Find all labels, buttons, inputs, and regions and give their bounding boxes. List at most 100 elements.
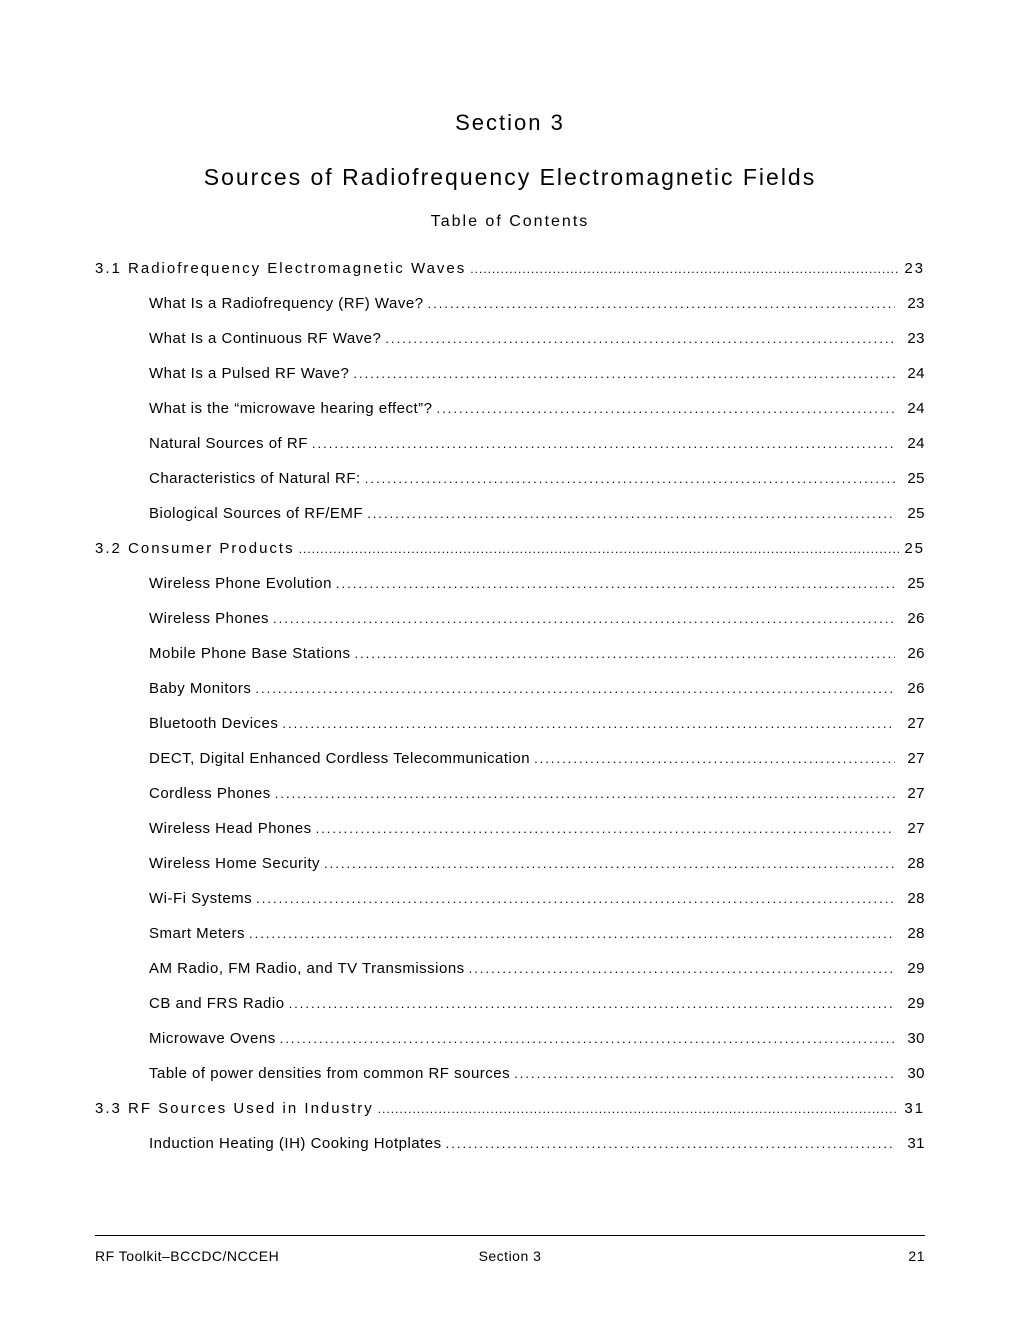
toc-entry-label: CB and FRS Radio xyxy=(149,994,285,1014)
toc-entry: Smart Meters 28 xyxy=(95,924,925,944)
table-of-contents: 3.1 Radiofrequency Electromagnetic Waves… xyxy=(95,259,925,1154)
toc-entry-label: Wireless Home Security xyxy=(149,854,320,874)
section-title: Sources of Radiofrequency Electromagneti… xyxy=(95,164,925,191)
toc-entry-label: Bluetooth Devices xyxy=(149,714,278,734)
toc-entry-label: Baby Monitors xyxy=(149,679,251,699)
toc-entry: 3.3 RF Sources Used in Industry 31 xyxy=(95,1099,925,1119)
toc-entry-page: 24 xyxy=(899,434,925,454)
toc-entry-page: 28 xyxy=(899,924,925,944)
toc-entry-label: 3.3 RF Sources Used in Industry xyxy=(95,1099,374,1119)
toc-leader xyxy=(312,434,895,454)
toc-entry-label: Microwave Ovens xyxy=(149,1029,276,1049)
toc-entry: Table of power densities from common RF … xyxy=(95,1064,925,1084)
toc-entry-page: 27 xyxy=(899,749,925,769)
toc-entry-page: 25 xyxy=(899,504,925,524)
toc-entry-label: What Is a Continuous RF Wave? xyxy=(149,329,381,349)
toc-entry: 3.2 Consumer Products 25 xyxy=(95,539,925,559)
toc-entry-page: 25 xyxy=(899,574,925,594)
toc-entry-page: 25 xyxy=(899,469,925,489)
toc-leader xyxy=(469,959,895,979)
toc-entry: DECT, Digital Enhanced Cordless Telecomm… xyxy=(95,749,925,769)
toc-leader xyxy=(282,714,895,734)
toc-entry-label: 3.2 Consumer Products xyxy=(95,539,295,559)
toc-leader xyxy=(437,399,895,419)
toc-entry-label: Mobile Phone Base Stations xyxy=(149,644,350,664)
toc-entry-page: 23 xyxy=(903,259,925,279)
toc-entry: Induction Heating (IH) Cooking Hotplates… xyxy=(95,1134,925,1154)
toc-entry-label: AM Radio, FM Radio, and TV Transmissions xyxy=(149,959,465,979)
toc-entry-page: 25 xyxy=(903,539,925,559)
toc-entry-label: Characteristics of Natural RF: xyxy=(149,469,361,489)
toc-entry: Microwave Ovens 30 xyxy=(95,1029,925,1049)
toc-entry-page: 24 xyxy=(899,399,925,419)
toc-entry: 3.1 Radiofrequency Electromagnetic Waves… xyxy=(95,259,925,279)
toc-entry: AM Radio, FM Radio, and TV Transmissions… xyxy=(95,959,925,979)
toc-entry-label: DECT, Digital Enhanced Cordless Telecomm… xyxy=(149,749,530,769)
toc-entry: What Is a Continuous RF Wave? 23 xyxy=(95,329,925,349)
toc-entry-page: 27 xyxy=(899,819,925,839)
footer-center: Section 3 xyxy=(95,1248,925,1264)
section-number: Section 3 xyxy=(95,110,925,136)
toc-entry: Wireless Head Phones 27 xyxy=(95,819,925,839)
toc-entry-page: 27 xyxy=(899,784,925,804)
toc-entry: Baby Monitors26 xyxy=(95,679,925,699)
toc-entry: Wi-Fi Systems28 xyxy=(95,889,925,909)
toc-leader xyxy=(367,504,895,524)
toc-entry-page: 30 xyxy=(899,1064,925,1084)
toc-leader xyxy=(324,854,895,874)
toc-entry-page: 23 xyxy=(899,329,925,349)
toc-entry: What is the “microwave hearing effect”? 2… xyxy=(95,399,925,419)
toc-entry: What Is a Pulsed RF Wave?24 xyxy=(95,364,925,384)
toc-entry-label: Cordless Phones xyxy=(149,784,271,804)
toc-entry-label: Wi-Fi Systems xyxy=(149,889,252,909)
toc-entry: Wireless Phone Evolution 25 xyxy=(95,574,925,594)
toc-entry-page: 24 xyxy=(899,364,925,384)
toc-entry-label: Induction Heating (IH) Cooking Hotplates xyxy=(149,1134,442,1154)
toc-entry: What Is a Radiofrequency (RF) Wave?23 xyxy=(95,294,925,314)
toc-entry-label: Wireless Head Phones xyxy=(149,819,312,839)
toc-entry-page: 26 xyxy=(899,609,925,629)
toc-leader xyxy=(255,679,895,699)
toc-entry: Cordless Phones 27 xyxy=(95,784,925,804)
toc-entry-page: 31 xyxy=(903,1099,925,1119)
toc-entry-page: 29 xyxy=(899,994,925,1014)
toc-leader xyxy=(316,819,895,839)
toc-entry-page: 31 xyxy=(899,1134,925,1154)
toc-leader xyxy=(280,1029,895,1049)
toc-label: Table of Contents xyxy=(95,213,925,231)
toc-entry-label: Biological Sources of RF/EMF xyxy=(149,504,363,524)
toc-entry: Characteristics of Natural RF: 25 xyxy=(95,469,925,489)
toc-entry: Natural Sources of RF 24 xyxy=(95,434,925,454)
toc-entry-page: 26 xyxy=(899,644,925,664)
toc-entry: Bluetooth Devices 27 xyxy=(95,714,925,734)
toc-leader xyxy=(336,574,895,594)
toc-entry-label: What is the “microwave hearing effect”? xyxy=(149,399,433,419)
toc-leader xyxy=(256,889,895,909)
toc-entry-page: 27 xyxy=(899,714,925,734)
toc-entry-label: What Is a Radiofrequency (RF) Wave? xyxy=(149,294,424,314)
toc-entry: CB and FRS Radio 29 xyxy=(95,994,925,1014)
toc-entry-label: Wireless Phones xyxy=(149,609,269,629)
toc-leader xyxy=(446,1134,895,1154)
toc-leader xyxy=(354,644,895,664)
toc-entry: Biological Sources of RF/EMF 25 xyxy=(95,504,925,524)
toc-leader xyxy=(353,364,895,384)
toc-leader xyxy=(365,469,895,489)
page-footer: RF Toolkit–BCCDC/NCCEH Section 3 21 xyxy=(95,1235,925,1264)
toc-leader xyxy=(249,924,895,944)
toc-leader xyxy=(273,609,895,629)
toc-leader xyxy=(514,1064,895,1084)
toc-leader xyxy=(470,259,899,279)
toc-entry: Wireless Phones 26 xyxy=(95,609,925,629)
toc-entry-page: 29 xyxy=(899,959,925,979)
toc-leader xyxy=(428,294,895,314)
toc-entry-label: Wireless Phone Evolution xyxy=(149,574,332,594)
toc-entry: Mobile Phone Base Stations 26 xyxy=(95,644,925,664)
toc-entry-label: 3.1 Radiofrequency Electromagnetic Waves xyxy=(95,259,466,279)
toc-entry-label: Smart Meters xyxy=(149,924,245,944)
toc-entry-label: Natural Sources of RF xyxy=(149,434,308,454)
toc-entry-page: 30 xyxy=(899,1029,925,1049)
toc-leader xyxy=(534,749,895,769)
toc-leader xyxy=(299,539,899,559)
toc-leader xyxy=(378,1099,899,1119)
